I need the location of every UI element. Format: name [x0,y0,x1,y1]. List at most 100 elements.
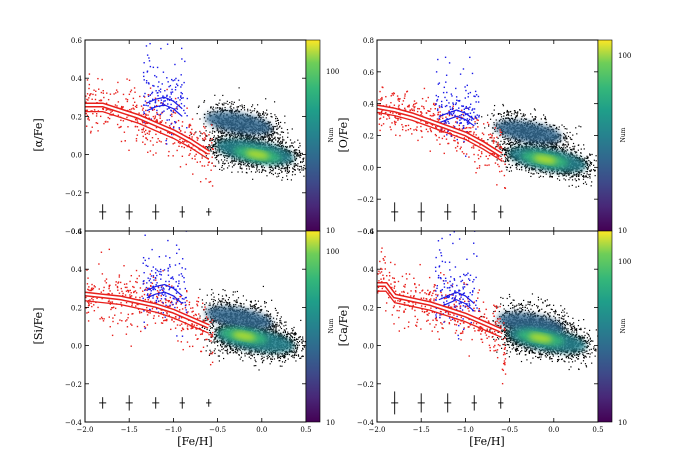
data-point-main [587,157,589,160]
data-point-main [564,139,566,141]
data-point-main [286,163,288,165]
data-point-main [270,124,272,126]
data-point-blue [183,109,185,112]
data-point-blue [182,97,184,99]
data-point-main [583,144,585,146]
data-point-main [215,142,217,145]
data-point-main [540,171,542,173]
data-point-main [217,139,219,141]
data-point-main [508,170,510,172]
data-point-main [552,124,554,126]
data-point-red [119,126,122,128]
data-point-red [160,102,163,104]
data-point-red [136,104,138,107]
data-point-main [265,98,267,100]
data-point-main [289,161,291,164]
data-point-main [245,113,247,115]
data-point-main [221,169,223,171]
data-point-main [231,134,233,136]
data-point-main [199,118,201,120]
data-point-main [276,119,279,122]
data-point-main [272,138,274,140]
data-point-main [243,164,245,166]
data-point-main [229,111,231,113]
data-point-main [570,151,572,153]
data-point-main [572,134,574,136]
data-point-main [503,112,506,114]
data-point-main [559,148,562,150]
data-point-red [129,91,132,93]
data-point-blue [166,108,169,110]
data-point-main [217,134,219,137]
data-point-blue [160,47,162,50]
data-point-main [526,142,529,144]
data-point-blue [143,104,145,106]
data-point-main [504,161,506,163]
data-point-blue [147,95,150,97]
data-point-main [206,146,208,148]
data-point-main [541,123,543,126]
data-point-main [283,167,285,170]
data-point-main [211,111,213,113]
data-point-main [277,119,279,121]
data-point-blue [170,103,172,106]
data-point-main [224,135,226,137]
data-point-main [205,120,207,122]
data-point-main [235,133,237,135]
data-point-blue [142,71,145,74]
data-point-main [297,154,300,156]
data-point-red [173,125,175,128]
data-point-main [547,146,550,148]
data-point-main [294,159,297,161]
data-point-main [492,127,494,129]
data-point-main [256,165,258,167]
data-point-main [294,152,296,155]
data-point-main [281,127,283,129]
data-point-main [292,167,294,169]
data-point-main [499,145,501,147]
data-point-main [293,150,295,152]
data-point-main [261,169,264,171]
data-point-red [167,131,169,134]
panel-alpha: −0.4−0.20.00.20.40.6 [α/Fe] 100 10 Num [32,37,339,236]
data-point-red [85,109,87,112]
data-point-red [156,141,158,144]
data-point-main [236,137,238,139]
data-point-blue [172,127,175,129]
y-tick-label: −0.4 [65,228,83,236]
data-point-red [122,106,124,108]
data-point-red [188,124,191,126]
data-point-red [209,139,211,141]
data-point-main [218,150,221,152]
data-point-main [241,159,243,161]
data-point-blue [180,102,183,105]
data-point-main [302,169,305,171]
data-point-main [525,143,527,146]
data-point-main [535,116,537,118]
data-point-main [233,132,235,134]
data-point-main [251,106,253,108]
data-point-main [265,170,267,172]
data-point-main [277,164,280,166]
data-point-main [218,151,220,153]
data-point-main [265,117,267,119]
data-point-main [584,181,587,183]
data-point-main [507,150,509,152]
data-point-main [239,135,241,137]
data-point-main [212,145,214,148]
data-point-red [134,91,136,93]
data-point-main [514,139,516,141]
data-point-main [582,175,584,177]
data-point-main [291,128,293,130]
data-point-main [540,145,542,147]
data-point-main [291,144,293,147]
data-point-main [559,141,561,143]
data-point-red [157,137,159,140]
data-point-main [224,109,226,112]
data-point-main [221,103,223,105]
data-point-red [151,109,154,111]
data-point-main [553,171,556,173]
data-point-red [123,131,126,133]
data-point-red [211,142,213,144]
data-point-blue [151,98,154,101]
